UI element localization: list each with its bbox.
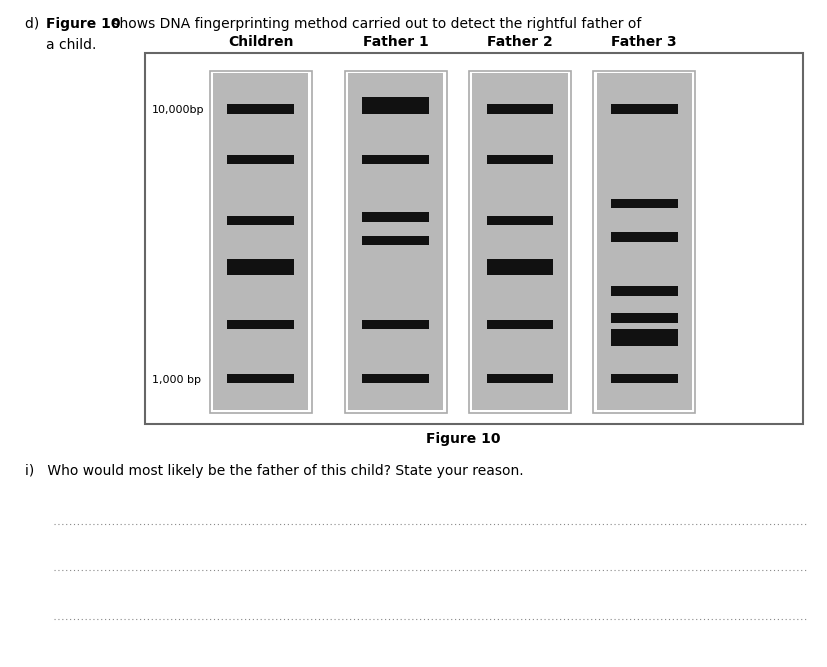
Bar bbox=[610, 313, 676, 323]
Bar bbox=[227, 259, 294, 275]
Bar bbox=[486, 155, 552, 164]
Bar bbox=[610, 104, 676, 114]
Bar bbox=[362, 320, 428, 329]
Bar bbox=[471, 73, 567, 410]
Bar bbox=[486, 374, 552, 384]
Bar bbox=[362, 155, 428, 164]
Bar bbox=[610, 329, 676, 346]
Bar bbox=[344, 71, 447, 413]
Bar bbox=[227, 374, 294, 384]
Bar bbox=[362, 97, 428, 114]
Bar bbox=[486, 320, 552, 329]
Text: Father 3: Father 3 bbox=[610, 35, 676, 49]
Bar bbox=[468, 71, 571, 413]
Bar bbox=[210, 71, 311, 413]
Text: d): d) bbox=[25, 17, 48, 31]
Text: 1,000 bp: 1,000 bp bbox=[151, 375, 200, 385]
Text: a child.: a child. bbox=[45, 38, 96, 52]
Text: shows DNA fingerprinting method carried out to detect the rightful father of: shows DNA fingerprinting method carried … bbox=[108, 17, 640, 31]
Text: i)   Who would most likely be the father of this child? State your reason.: i) Who would most likely be the father o… bbox=[25, 464, 523, 478]
Bar bbox=[610, 199, 676, 208]
Bar bbox=[486, 104, 552, 114]
Bar bbox=[592, 71, 694, 413]
Bar bbox=[595, 73, 691, 410]
Bar bbox=[145, 53, 802, 424]
Text: Father 2: Father 2 bbox=[486, 35, 552, 49]
Bar bbox=[227, 155, 294, 164]
Bar bbox=[610, 232, 676, 242]
Bar bbox=[362, 374, 428, 384]
Bar bbox=[362, 212, 428, 221]
Bar bbox=[227, 320, 294, 329]
Bar bbox=[610, 286, 676, 295]
Text: Figure 10: Figure 10 bbox=[45, 17, 120, 31]
Bar bbox=[227, 215, 294, 225]
Bar bbox=[486, 259, 552, 275]
Bar bbox=[347, 73, 443, 410]
Text: 10,000bp: 10,000bp bbox=[151, 105, 203, 115]
Text: Figure 10: Figure 10 bbox=[426, 432, 500, 446]
Bar bbox=[486, 215, 552, 225]
Bar bbox=[610, 374, 676, 384]
Bar bbox=[213, 73, 308, 410]
Bar bbox=[227, 104, 294, 114]
Text: Children: Children bbox=[227, 35, 294, 49]
Text: Father 1: Father 1 bbox=[362, 35, 428, 49]
Bar bbox=[362, 235, 428, 245]
